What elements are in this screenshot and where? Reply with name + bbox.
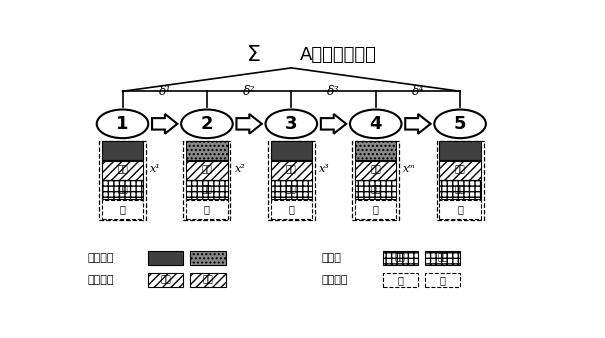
Text: 运行: 运行 xyxy=(117,166,128,175)
Text: δ¹: δ¹ xyxy=(159,85,171,98)
Text: 开关状态: 开关状态 xyxy=(87,253,114,263)
Bar xyxy=(102,161,143,179)
Bar xyxy=(270,141,312,160)
Text: 动作: 动作 xyxy=(286,185,296,194)
Bar xyxy=(186,141,227,160)
Circle shape xyxy=(181,110,233,138)
Bar xyxy=(102,141,143,160)
Circle shape xyxy=(350,110,402,138)
Bar xyxy=(383,251,418,265)
Bar xyxy=(439,180,481,199)
Text: A相永久性故障: A相永久性故障 xyxy=(299,46,377,64)
Bar xyxy=(268,141,315,220)
Bar xyxy=(191,273,226,287)
Bar xyxy=(439,161,481,179)
Bar xyxy=(186,180,227,199)
Text: 运行: 运行 xyxy=(160,275,171,285)
Text: δ⁴: δ⁴ xyxy=(411,85,424,98)
Text: 有: 有 xyxy=(289,204,294,214)
Text: 动作: 动作 xyxy=(203,275,214,285)
Bar xyxy=(352,141,399,220)
Bar xyxy=(355,180,396,199)
Text: 运行: 运行 xyxy=(370,185,381,194)
Text: 无: 无 xyxy=(373,204,379,214)
Text: 3: 3 xyxy=(285,115,298,133)
Circle shape xyxy=(97,110,148,138)
Text: 保护状态: 保护状态 xyxy=(87,275,114,285)
Bar xyxy=(148,273,183,287)
Bar xyxy=(270,180,312,199)
Text: 有: 有 xyxy=(397,275,404,285)
Bar xyxy=(439,200,481,219)
Bar xyxy=(183,141,231,220)
Bar xyxy=(383,273,418,287)
Bar xyxy=(102,200,143,219)
Bar xyxy=(355,141,396,160)
Text: xᵐ: xᵐ xyxy=(404,164,416,174)
Bar xyxy=(439,141,481,160)
Text: 1: 1 xyxy=(116,115,129,133)
Bar xyxy=(102,180,143,199)
Text: 重合闸: 重合闸 xyxy=(322,253,342,263)
Text: 5: 5 xyxy=(454,115,466,133)
Polygon shape xyxy=(405,114,431,134)
Bar xyxy=(186,200,227,219)
Text: 运行: 运行 xyxy=(286,166,296,175)
Bar xyxy=(425,273,460,287)
Text: δ²: δ² xyxy=(243,85,255,98)
Text: δ³: δ³ xyxy=(327,85,340,98)
Polygon shape xyxy=(321,114,346,134)
Circle shape xyxy=(266,110,317,138)
Text: 运行: 运行 xyxy=(117,185,128,194)
Text: 动作: 动作 xyxy=(201,166,212,175)
Text: 动作: 动作 xyxy=(437,254,448,262)
Text: 运行: 运行 xyxy=(395,254,406,262)
Text: x³: x³ xyxy=(319,164,330,174)
Bar xyxy=(270,200,312,219)
Text: $\Sigma$: $\Sigma$ xyxy=(246,45,261,65)
Text: 有: 有 xyxy=(120,204,125,214)
Bar xyxy=(99,141,146,220)
Bar xyxy=(355,200,396,219)
Bar xyxy=(191,251,226,265)
Circle shape xyxy=(434,110,486,138)
Text: 无: 无 xyxy=(440,275,445,285)
Text: 运行: 运行 xyxy=(201,185,212,194)
Text: 澮流状态: 澮流状态 xyxy=(322,275,348,285)
Bar xyxy=(186,161,227,179)
Polygon shape xyxy=(152,114,177,134)
Text: x¹: x¹ xyxy=(150,164,161,174)
Bar xyxy=(355,161,396,179)
Bar xyxy=(425,251,460,265)
Text: 无: 无 xyxy=(457,204,463,214)
Bar xyxy=(148,251,183,265)
Text: 4: 4 xyxy=(370,115,382,133)
Text: 运行: 运行 xyxy=(455,185,465,194)
Text: x²: x² xyxy=(235,164,245,174)
Bar xyxy=(437,141,483,220)
Text: 无: 无 xyxy=(204,204,210,214)
Polygon shape xyxy=(237,114,262,134)
Text: 2: 2 xyxy=(201,115,213,133)
Text: 运行: 运行 xyxy=(455,166,465,175)
Text: 动作: 动作 xyxy=(370,166,381,175)
Bar xyxy=(270,161,312,179)
